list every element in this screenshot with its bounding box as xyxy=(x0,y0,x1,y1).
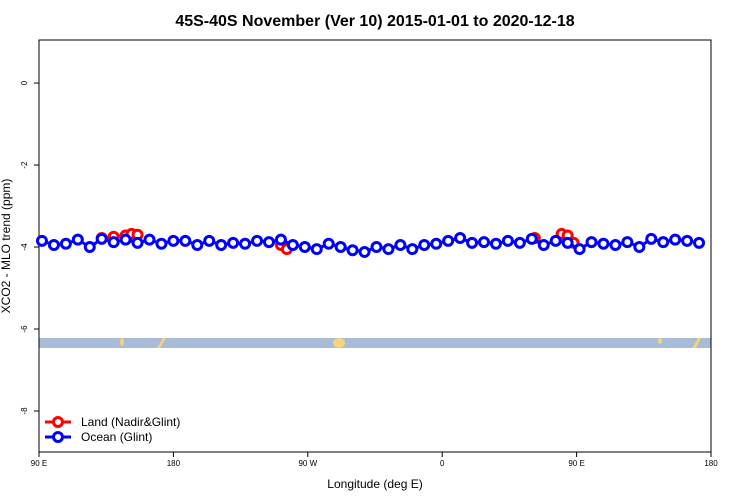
point xyxy=(83,241,96,254)
point xyxy=(239,237,252,250)
point xyxy=(406,243,419,256)
point xyxy=(227,236,240,249)
legend-marker xyxy=(52,416,64,428)
point xyxy=(657,236,670,249)
point xyxy=(143,233,156,246)
point xyxy=(47,238,60,251)
point xyxy=(262,236,275,249)
point xyxy=(274,233,287,246)
point xyxy=(454,232,467,245)
point xyxy=(167,234,180,247)
point xyxy=(59,237,72,250)
point xyxy=(442,234,455,247)
point xyxy=(489,237,502,250)
point xyxy=(621,236,634,249)
chart-title: 45S-40S November (Ver 10) 2015-01-01 to … xyxy=(175,13,574,30)
point xyxy=(358,245,371,258)
point xyxy=(466,236,479,249)
y-axis-label: XCO2 - MLO trend (ppm) xyxy=(0,179,13,314)
point xyxy=(286,238,299,251)
point xyxy=(645,232,658,245)
legend-label: Ocean (Glint) xyxy=(81,430,152,444)
point xyxy=(525,232,538,245)
point xyxy=(573,243,586,256)
point xyxy=(478,236,491,249)
point xyxy=(585,236,598,249)
point xyxy=(119,233,132,246)
point xyxy=(549,234,562,247)
point xyxy=(322,237,335,250)
point xyxy=(693,236,706,249)
point xyxy=(35,234,48,247)
legend-marker xyxy=(52,431,64,443)
point xyxy=(681,234,694,247)
point xyxy=(131,236,144,249)
point xyxy=(370,241,383,254)
point xyxy=(107,236,120,249)
point xyxy=(513,236,526,249)
point xyxy=(203,234,216,247)
point xyxy=(179,234,192,247)
point xyxy=(597,237,610,250)
point xyxy=(298,241,311,254)
point xyxy=(310,243,323,256)
x-tick-label: 90 W xyxy=(298,459,317,468)
point xyxy=(501,234,514,247)
x-tick-label: 90 E xyxy=(31,459,47,468)
point xyxy=(346,244,359,257)
point xyxy=(561,236,574,249)
point xyxy=(609,238,622,251)
point xyxy=(95,232,108,245)
point xyxy=(537,238,550,251)
point xyxy=(155,237,168,250)
point xyxy=(251,234,264,247)
point xyxy=(633,241,646,254)
legend-label: Land (Nadir&Glint) xyxy=(81,415,180,429)
x-tick-label: 180 xyxy=(167,459,181,468)
y-tick-label: -2 xyxy=(20,161,29,169)
point xyxy=(382,243,395,256)
x-tick-label: 90 E xyxy=(568,459,584,468)
x-tick-label: 0 xyxy=(440,459,445,468)
point xyxy=(71,233,84,246)
land-mask xyxy=(39,338,711,348)
point xyxy=(430,237,443,250)
point xyxy=(215,238,228,251)
x-axis-label: Longitude (deg E) xyxy=(327,477,422,491)
x-tick-label: 180 xyxy=(704,459,718,468)
point xyxy=(418,238,431,251)
point xyxy=(191,238,204,251)
y-tick-label: -4 xyxy=(20,243,29,251)
point xyxy=(334,241,347,254)
point xyxy=(394,238,407,251)
y-tick-label: -8 xyxy=(20,407,29,415)
point xyxy=(669,233,682,246)
y-tick-label: -6 xyxy=(20,325,29,333)
y-tick-label: 0 xyxy=(20,80,29,85)
